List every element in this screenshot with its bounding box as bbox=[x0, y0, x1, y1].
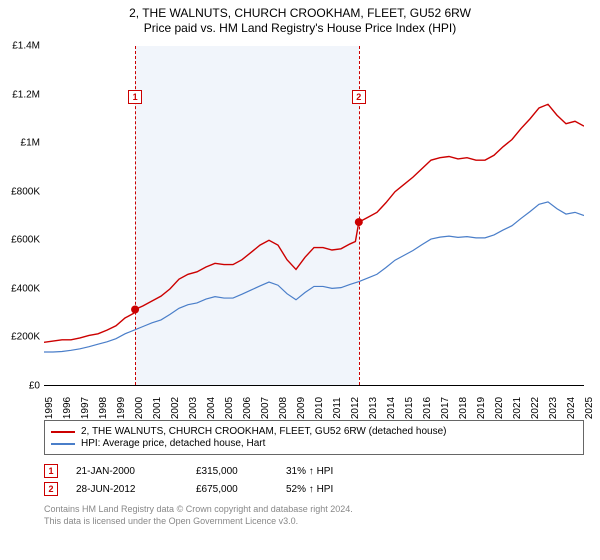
xtick-label: 1998 bbox=[98, 397, 109, 419]
event-marker-box-2: 2 bbox=[352, 90, 366, 104]
xtick-label: 2005 bbox=[224, 397, 235, 419]
xtick-label: 1996 bbox=[62, 397, 73, 419]
xtick-label: 2015 bbox=[404, 397, 415, 419]
xtick-label: 2012 bbox=[350, 397, 361, 419]
chart-area: 1 2 £0£200K£400K£600K£800K£1M£1.2M£1.4M1… bbox=[44, 46, 584, 386]
chart-title-block: 2, THE WALNUTS, CHURCH CROOKHAM, FLEET, … bbox=[0, 0, 600, 37]
xtick-label: 2016 bbox=[422, 397, 433, 419]
legend-swatch-hpi bbox=[51, 443, 75, 445]
plot-region: 1 2 £0£200K£400K£600K£800K£1M£1.2M£1.4M1… bbox=[44, 46, 584, 386]
ytick-label: £800K bbox=[0, 186, 40, 197]
event-num-1: 1 bbox=[44, 464, 58, 478]
footer: Contains HM Land Registry data © Crown c… bbox=[44, 504, 353, 527]
legend-row-subject: 2, THE WALNUTS, CHURCH CROOKHAM, FLEET, … bbox=[51, 426, 577, 437]
event-row-1: 1 21-JAN-2000 £315,000 31% ↑ HPI bbox=[44, 462, 376, 480]
event-num-2: 2 bbox=[44, 482, 58, 496]
series-subject bbox=[44, 104, 584, 342]
ytick-label: £400K bbox=[0, 283, 40, 294]
xtick-label: 1995 bbox=[44, 397, 55, 419]
legend-row-hpi: HPI: Average price, detached house, Hart bbox=[51, 438, 577, 449]
xtick-label: 2004 bbox=[206, 397, 217, 419]
event-dot-1 bbox=[131, 306, 139, 314]
series-hpi bbox=[44, 202, 584, 352]
xtick-label: 2003 bbox=[188, 397, 199, 419]
event-table: 1 21-JAN-2000 £315,000 31% ↑ HPI 2 28-JU… bbox=[44, 462, 376, 498]
xtick-label: 2001 bbox=[152, 397, 163, 419]
ytick-label: £600K bbox=[0, 235, 40, 246]
xtick-label: 2023 bbox=[548, 397, 559, 419]
legend-swatch-subject bbox=[51, 431, 75, 433]
event-delta-1: 31% ↑ HPI bbox=[286, 466, 376, 477]
xtick-label: 2000 bbox=[134, 397, 145, 419]
ytick-label: £1M bbox=[0, 138, 40, 149]
legend: 2, THE WALNUTS, CHURCH CROOKHAM, FLEET, … bbox=[44, 420, 584, 455]
xtick-label: 2014 bbox=[386, 397, 397, 419]
event-dot-2 bbox=[355, 218, 363, 226]
event-delta-2: 52% ↑ HPI bbox=[286, 484, 376, 495]
event-date-2: 28-JUN-2012 bbox=[76, 484, 196, 495]
xtick-label: 1999 bbox=[116, 397, 127, 419]
footer-line-1: Contains HM Land Registry data © Crown c… bbox=[44, 504, 353, 516]
xtick-label: 2018 bbox=[458, 397, 469, 419]
footer-line-2: This data is licensed under the Open Gov… bbox=[44, 516, 353, 528]
xtick-label: 2008 bbox=[278, 397, 289, 419]
event-row-2: 2 28-JUN-2012 £675,000 52% ↑ HPI bbox=[44, 480, 376, 498]
ytick-label: £200K bbox=[0, 332, 40, 343]
event-marker-box-1: 1 bbox=[128, 90, 142, 104]
xtick-label: 2006 bbox=[242, 397, 253, 419]
xtick-label: 1997 bbox=[80, 397, 91, 419]
event-date-1: 21-JAN-2000 bbox=[76, 466, 196, 477]
legend-label-hpi: HPI: Average price, detached house, Hart bbox=[81, 438, 265, 449]
xtick-label: 2020 bbox=[494, 397, 505, 419]
xtick-label: 2019 bbox=[476, 397, 487, 419]
xtick-label: 2025 bbox=[584, 397, 595, 419]
xtick-label: 2022 bbox=[530, 397, 541, 419]
xtick-label: 2009 bbox=[296, 397, 307, 419]
chart-svg bbox=[44, 46, 584, 386]
ytick-label: £1.2M bbox=[0, 89, 40, 100]
xtick-label: 2011 bbox=[332, 397, 343, 419]
xtick-label: 2002 bbox=[170, 397, 181, 419]
event-price-2: £675,000 bbox=[196, 484, 286, 495]
ytick-label: £1.4M bbox=[0, 41, 40, 52]
xtick-label: 2010 bbox=[314, 397, 325, 419]
xtick-label: 2017 bbox=[440, 397, 451, 419]
xtick-label: 2013 bbox=[368, 397, 379, 419]
xtick-label: 2007 bbox=[260, 397, 271, 419]
ytick-label: £0 bbox=[0, 381, 40, 392]
title-line-1: 2, THE WALNUTS, CHURCH CROOKHAM, FLEET, … bbox=[0, 6, 600, 20]
event-price-1: £315,000 bbox=[196, 466, 286, 477]
xtick-label: 2021 bbox=[512, 397, 523, 419]
title-line-2: Price paid vs. HM Land Registry's House … bbox=[0, 21, 600, 35]
xtick-label: 2024 bbox=[566, 397, 577, 419]
legend-label-subject: 2, THE WALNUTS, CHURCH CROOKHAM, FLEET, … bbox=[81, 426, 446, 437]
